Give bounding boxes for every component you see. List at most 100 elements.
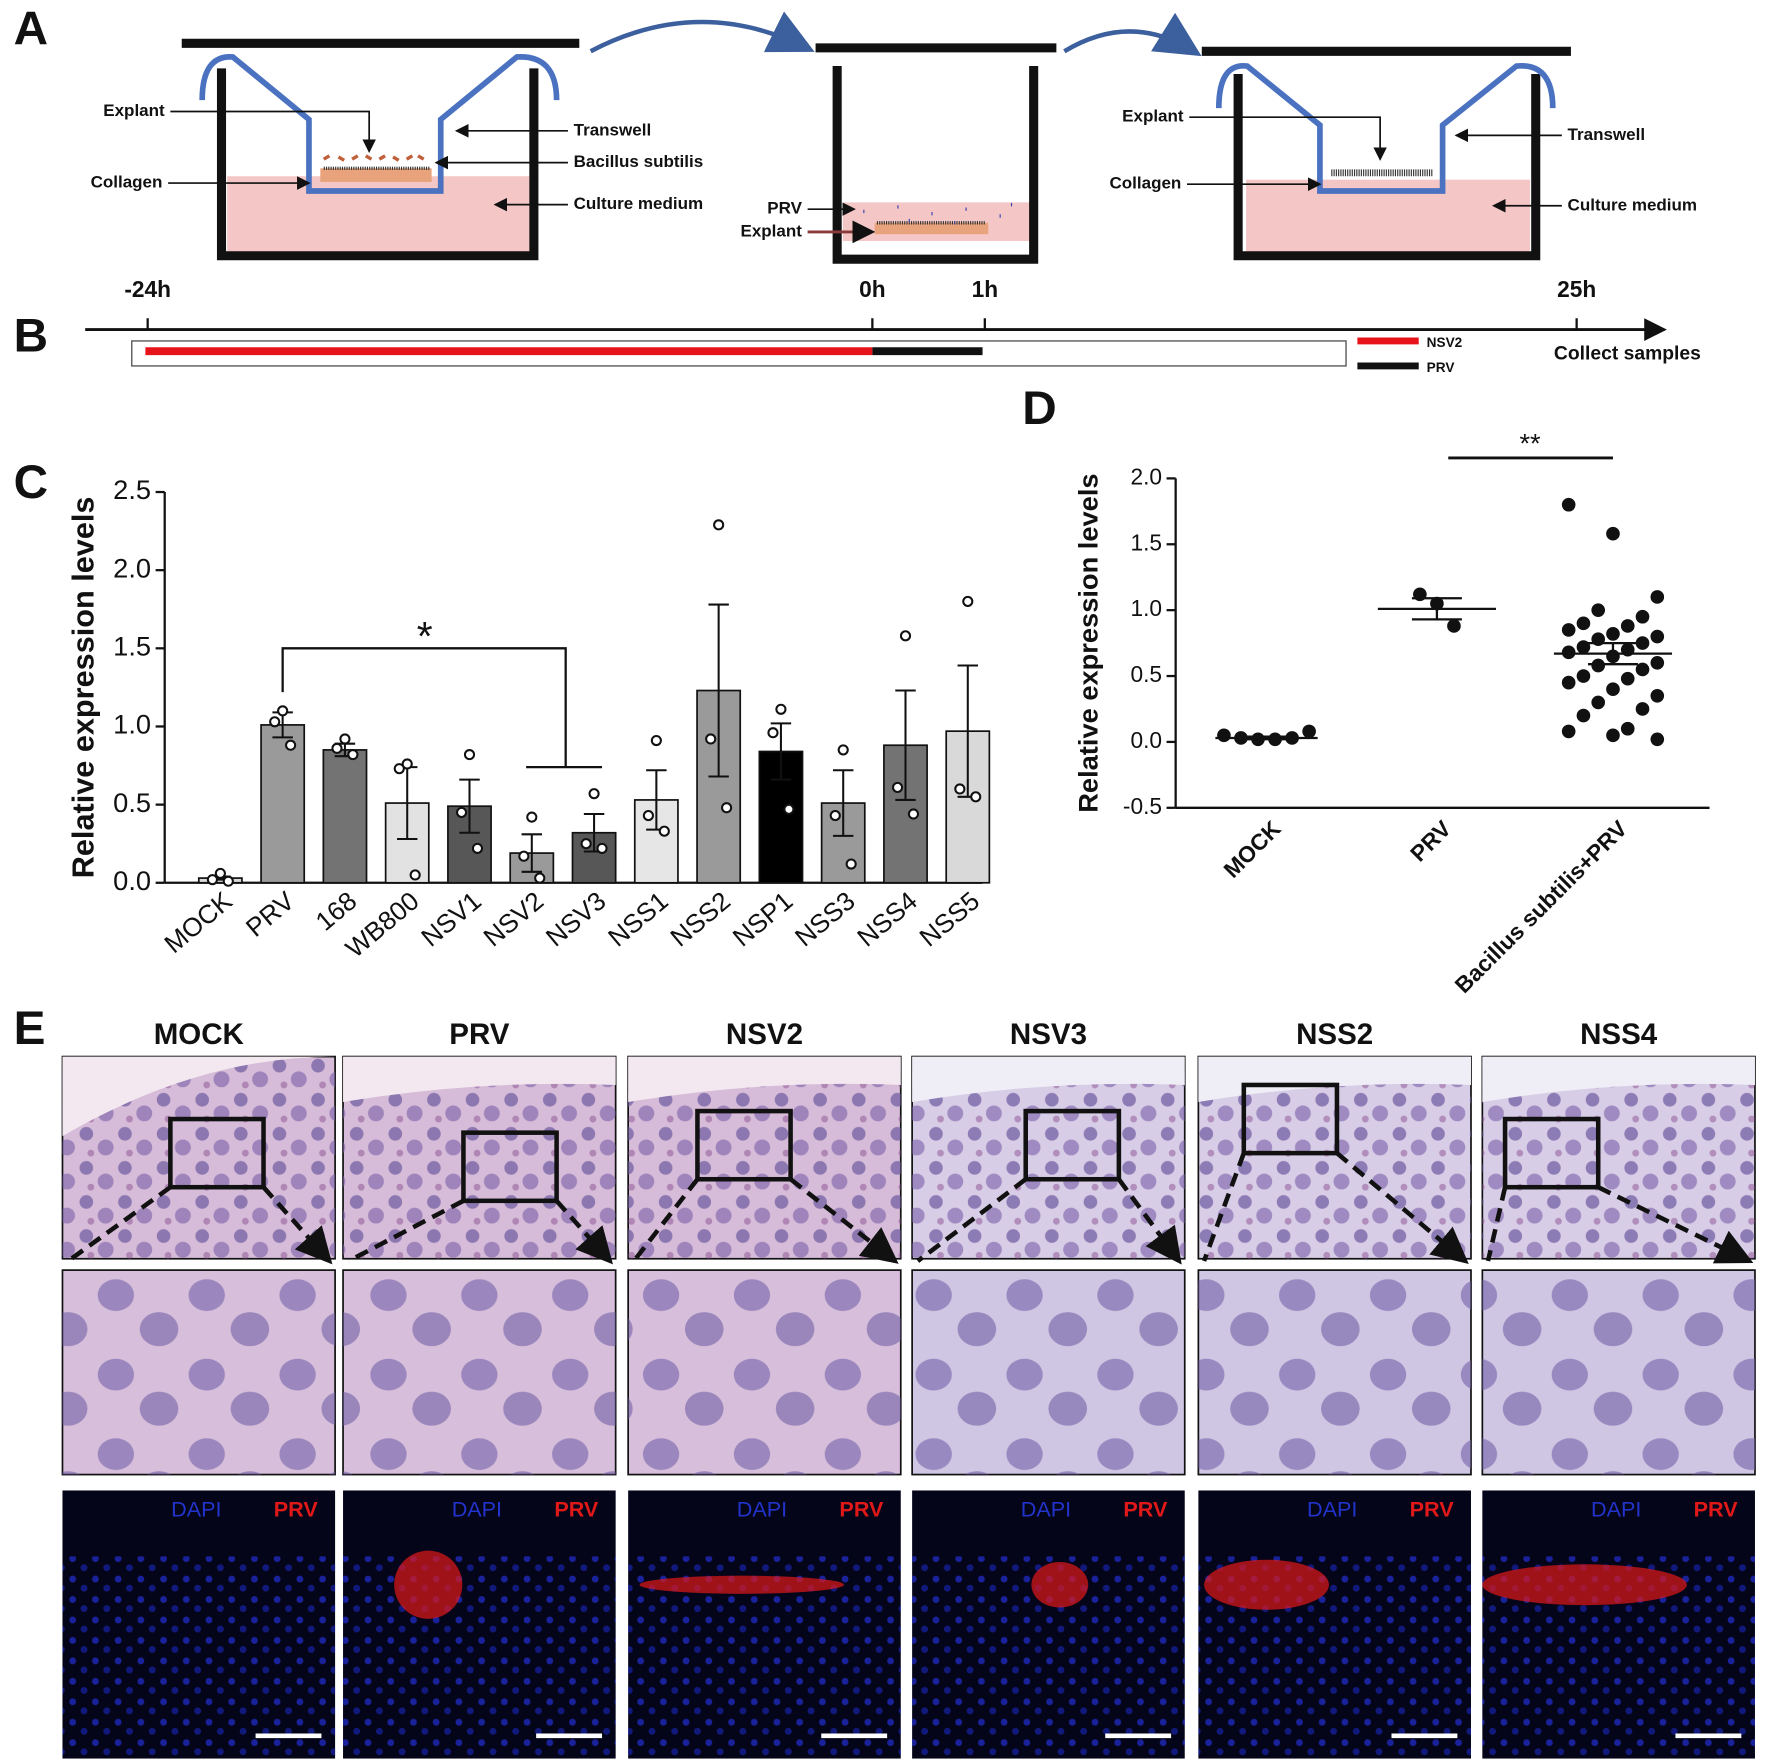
column-title: NSS4 <box>1580 1018 1658 1051</box>
if-signal <box>1204 1559 1329 1610</box>
y-tick-label: 0.0 <box>113 865 151 896</box>
stain-label: PRV <box>1694 1497 1739 1522</box>
tissue-edge <box>912 1056 1185 1102</box>
zoom-box <box>1023 1108 1122 1182</box>
data-point <box>222 875 234 887</box>
zoom-box <box>1502 1116 1601 1190</box>
x-tick-label: MOCK <box>1218 815 1286 883</box>
zoom-box <box>168 1116 266 1190</box>
stain-label: PRV <box>1123 1497 1168 1522</box>
error-bar <box>895 689 916 801</box>
schematic-g: Explant Transwell Bacillus subtilis Coll… <box>91 101 1697 240</box>
schematic-path <box>322 154 425 162</box>
x-tick-label: NSV3 <box>540 886 612 953</box>
legend-label: PRV <box>1427 360 1455 375</box>
timeline: Collect samples <box>85 318 1701 367</box>
if-signal <box>639 1575 844 1594</box>
schematic-g <box>168 110 1562 244</box>
data-point <box>1650 688 1665 703</box>
data-point <box>1561 724 1576 739</box>
schematic-path <box>1215 63 1556 194</box>
label: Transwell <box>574 120 652 139</box>
data-point <box>1576 708 1591 723</box>
schematic-rect <box>320 168 432 182</box>
label: Transwell <box>1568 125 1646 144</box>
schematic-path <box>1189 116 1387 161</box>
y-tick-label: 1.5 <box>113 631 151 662</box>
y-tick-label: 1.0 <box>113 709 151 740</box>
data-point <box>1635 609 1650 624</box>
data-point <box>285 739 297 751</box>
tissue-edge <box>343 1056 616 1102</box>
zoom-box <box>461 1130 559 1204</box>
data-point <box>409 869 421 881</box>
data-point <box>829 809 841 822</box>
timeline-tick-label: 25h <box>1557 276 1596 302</box>
data-point <box>1650 656 1665 670</box>
data-point <box>526 811 538 823</box>
x-tick-label: PRV <box>1405 815 1456 866</box>
column-title: NSV3 <box>1010 1018 1087 1051</box>
label: Bacillus subtilis <box>574 152 704 171</box>
data-point <box>206 874 218 886</box>
label: Explant <box>103 101 165 120</box>
panel-label: A <box>14 3 48 56</box>
data-point <box>642 809 654 822</box>
timeline-tick-label: 1h <box>972 276 999 302</box>
data-point <box>214 867 226 879</box>
panel-label: C <box>14 456 48 509</box>
data-point <box>339 733 351 745</box>
data-point <box>518 850 530 862</box>
y-axis-title: Relative expression levels <box>66 497 100 879</box>
data-point <box>1635 636 1650 650</box>
data-point <box>1591 603 1606 617</box>
stain-label: DAPI <box>452 1497 502 1522</box>
y-tick-label: 2.5 <box>113 474 151 505</box>
if-signal <box>1482 1564 1687 1606</box>
data-point <box>401 758 413 770</box>
data-point <box>845 858 857 870</box>
if-nuclei <box>343 1556 616 1759</box>
legend-label: NSV2 <box>1427 335 1463 350</box>
panel-label: D <box>1022 382 1056 435</box>
data-point <box>1650 590 1665 604</box>
panel-label: B <box>14 309 48 362</box>
data-point <box>962 595 974 607</box>
label: PRV <box>767 199 802 218</box>
data-point <box>347 749 359 761</box>
data-point <box>1635 702 1650 716</box>
he-zoom-texture <box>1482 1270 1755 1475</box>
zoom-arrow <box>66 1185 329 1261</box>
zoom-box <box>695 1108 793 1182</box>
data-point <box>954 783 966 795</box>
he-zoom-texture <box>912 1270 1185 1475</box>
column-title: NSS2 <box>1296 1018 1373 1051</box>
stain-label: DAPI <box>737 1497 787 1522</box>
label: Collagen <box>1109 174 1181 193</box>
data-point <box>1576 616 1591 631</box>
he-zoom-texture <box>1198 1270 1471 1475</box>
x-tick-label: NSS2 <box>664 886 736 953</box>
schematic-path <box>589 11 815 54</box>
data-point <box>775 703 787 715</box>
data-point <box>907 808 920 820</box>
x-tick-label: PRV <box>240 885 300 943</box>
stain-label: PRV <box>554 1497 599 1522</box>
error-bar <box>832 769 854 837</box>
tissue-edge <box>1482 1056 1755 1102</box>
if-signal <box>1031 1562 1089 1608</box>
significance-label: ** <box>1519 428 1541 459</box>
data-point <box>1620 721 1635 736</box>
y-tick-label: 2.0 <box>1130 463 1162 489</box>
bar <box>260 724 306 884</box>
schematic-path <box>1201 46 1571 261</box>
y-tick-label: 0.0 <box>1130 727 1162 753</box>
error-bar <box>1587 641 1638 666</box>
column-title: PRV <box>449 1018 509 1051</box>
data-point <box>596 842 608 854</box>
schematic-path <box>863 202 1013 225</box>
data-point <box>1606 728 1620 743</box>
he-zoom-texture <box>343 1270 616 1475</box>
data-point <box>1606 682 1620 697</box>
x-tick-label: NSV1 <box>415 886 487 953</box>
